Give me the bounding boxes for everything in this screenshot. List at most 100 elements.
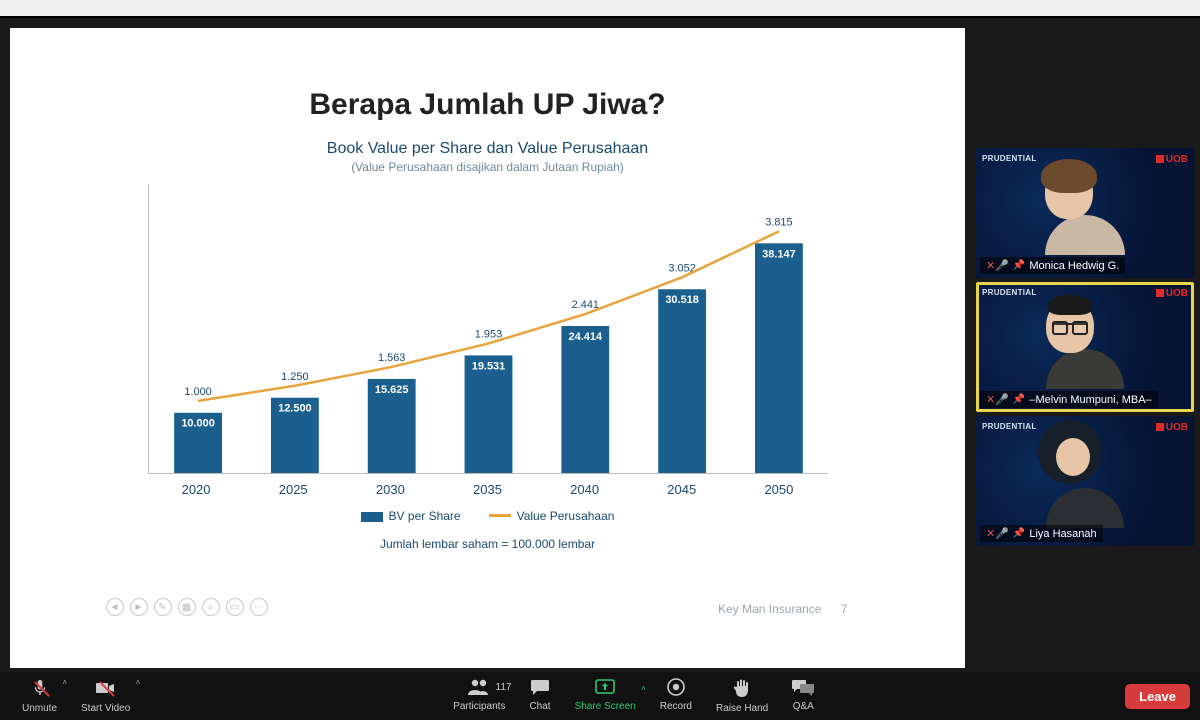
meeting-toolbar: ˄ Unmute ˄ Start Video 117 Participants … [0,672,1200,720]
svg-text:19.531: 19.531 [471,360,505,372]
tile-brand-right: UOB [1156,288,1188,299]
chart-title: Book Value per Share dan Value Perusahaa… [128,140,848,158]
legend-line: Value Perusahaan [489,509,615,523]
pin-icon: 📌 [1013,528,1025,539]
leave-button[interactable]: Leave [1125,684,1190,709]
qa-label: Q&A [793,701,814,712]
participant-gallery: PRUDENTIAL UOB ✕🎤 📌 Monica Hedwig G. PRU… [976,148,1194,546]
raise-hand-button[interactable]: Raise Hand [704,678,780,714]
xaxis-tick: 2030 [342,482,439,497]
presenter-toolbar: ◄ ► ✎ ▦ ⌕ ▭ ⋯ [106,598,268,616]
legend-bar-label: BV per Share [389,509,461,523]
window-topbar [0,0,1200,18]
chart-xaxis-labels: 2020202520302035204020452050 [148,482,828,497]
xaxis-tick: 2025 [245,482,342,497]
chart-footnote: Jumlah lembar saham = 100.000 lembar [128,537,848,551]
chart-legend: BV per Share Value Perusahaan [128,509,848,523]
chart-subtitle: (Value Perusahaan disajikan dalam Jutaan… [128,160,848,174]
record-icon [667,678,685,699]
share-screen-button[interactable]: ˄ Share Screen [563,678,648,712]
presentation-slide: Berapa Jumlah UP Jiwa? Book Value per Sh… [88,68,888,628]
chart-plot-area: 10.000 1.000 12.500 1.250 15.625 1.563 19.531 1… [148,184,828,474]
chat-label: Chat [529,701,550,712]
record-button[interactable]: Record [648,678,704,712]
share-label: Share Screen [575,701,636,712]
svg-text:30.518: 30.518 [665,294,699,306]
legend-line-swatch [489,514,511,517]
unmute-button[interactable]: ˄ Unmute [10,672,69,720]
participants-count: 117 [496,682,512,693]
slide-title: Berapa Jumlah UP Jiwa? [128,88,848,122]
shared-screen: Berapa Jumlah UP Jiwa? Book Value per Sh… [10,28,965,668]
participant-name: –Melvin Mumpuni, MBA– [1029,394,1151,406]
qa-icon [792,678,814,699]
toolbar-center-group: 117 Participants Chat ˄ Share Screen Rec… [441,678,826,714]
legend-bar-swatch [361,512,383,522]
participants-label: Participants [453,701,505,712]
slide-page-number: 7 [841,602,848,616]
xaxis-tick: 2045 [633,482,730,497]
xaxis-tick: 2050 [730,482,827,497]
participant-nametag: ✕🎤 📌 Liya Hasanah [980,525,1103,542]
meeting-stage: Berapa Jumlah UP Jiwa? Book Value per Sh… [0,18,1200,678]
participant-tile[interactable]: PRUDENTIAL UOB ✕🎤 📌 –Melvin Mumpuni, MBA… [976,282,1194,412]
tool-save-icon[interactable]: ▭ [226,598,244,616]
chart-svg: 10.000 1.000 12.500 1.250 15.625 1.563 19.531 1… [149,184,828,473]
svg-text:1.000: 1.000 [184,386,211,398]
tile-brand-left: PRUDENTIAL [982,422,1037,431]
share-screen-icon [595,678,615,699]
microphone-muted-icon [30,678,50,701]
svg-text:1.250: 1.250 [281,371,308,383]
participant-name: Liya Hasanah [1029,528,1096,540]
legend-line-label: Value Perusahaan [517,509,615,523]
participants-icon [467,678,491,699]
tile-brand-right: UOB [1156,422,1188,433]
start-video-button[interactable]: ˄ Start Video [69,672,142,720]
participant-nametag: ✕🎤 📌 –Melvin Mumpuni, MBA– [980,391,1158,408]
tool-zoom-icon[interactable]: ⌕ [202,598,220,616]
svg-text:1.563: 1.563 [377,352,404,364]
unmute-label: Unmute [22,703,57,714]
tool-next-icon[interactable]: ► [130,598,148,616]
start-video-label: Start Video [81,703,130,714]
mic-muted-icon: ✕🎤 [986,259,1009,272]
xaxis-tick: 2035 [439,482,536,497]
participant-name: Monica Hedwig G. [1029,260,1119,272]
pin-icon: 📌 [1013,394,1025,405]
svg-text:10.000: 10.000 [181,418,215,430]
video-caret-icon[interactable]: ˄ [136,678,141,687]
svg-text:38.147: 38.147 [762,248,796,260]
xaxis-tick: 2020 [148,482,245,497]
slide-footer: Key Man Insurance 7 [718,602,847,616]
raise-hand-label: Raise Hand [716,703,768,714]
tile-brand-left: PRUDENTIAL [982,288,1037,297]
mic-muted-icon: ✕🎤 [986,393,1009,406]
participant-tile[interactable]: PRUDENTIAL UOB ✕🎤 📌 Liya Hasanah [976,416,1194,546]
svg-text:24.414: 24.414 [568,331,602,343]
chat-icon [530,678,550,699]
xaxis-tick: 2040 [536,482,633,497]
legend-bar: BV per Share [361,509,461,523]
share-caret-icon[interactable]: ˄ [641,684,646,693]
tool-more-icon[interactable]: ⋯ [250,598,268,616]
svg-text:1.953: 1.953 [474,328,501,340]
participant-tile[interactable]: PRUDENTIAL UOB ✕🎤 📌 Monica Hedwig G. [976,148,1194,278]
tool-grid-icon[interactable]: ▦ [178,598,196,616]
slide-footer-text: Key Man Insurance [718,602,821,616]
record-label: Record [660,701,692,712]
participants-button[interactable]: 117 Participants [441,678,517,712]
camera-off-icon [95,678,117,701]
unmute-caret-icon[interactable]: ˄ [62,678,67,687]
qa-button[interactable]: Q&A [780,678,826,712]
pin-icon: 📌 [1013,260,1025,271]
svg-text:12.500: 12.500 [278,403,312,415]
mic-muted-icon: ✕🎤 [986,527,1009,540]
participant-nametag: ✕🎤 📌 Monica Hedwig G. [980,257,1125,274]
tile-brand-left: PRUDENTIAL [982,154,1037,163]
chat-button[interactable]: Chat [517,678,562,712]
svg-text:15.625: 15.625 [374,384,408,396]
svg-text:3.815: 3.815 [765,216,792,228]
tool-prev-icon[interactable]: ◄ [106,598,124,616]
tile-brand-right: UOB [1156,154,1188,165]
tool-pen-icon[interactable]: ✎ [154,598,172,616]
